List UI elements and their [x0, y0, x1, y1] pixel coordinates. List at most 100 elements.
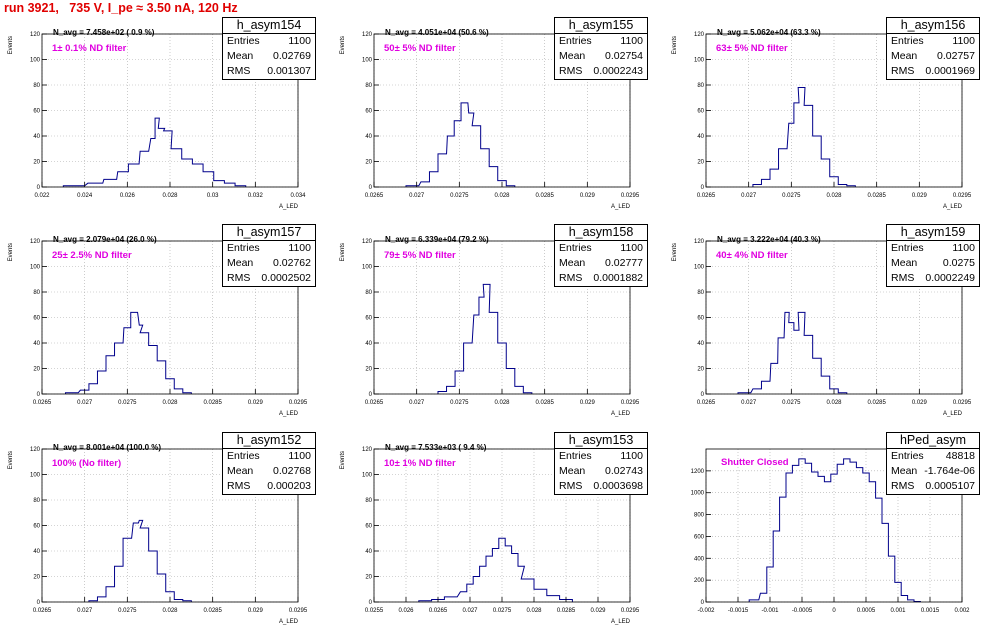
x-tick-label: 0.0015 [921, 608, 940, 614]
x-tick-label: 0.0265 [697, 193, 716, 199]
stats-row-mean: Mean 0.02762 [223, 256, 315, 271]
stats-key: RMS [559, 65, 583, 77]
x-tick-label: 0.027 [741, 400, 757, 406]
stats-value: 1100 [620, 35, 643, 47]
y-tick-label: 80 [365, 498, 372, 504]
x-tick-label: -0.001 [761, 608, 779, 614]
stats-row-entries: Entries 48818 [887, 449, 979, 464]
x-tick-label: 0.027 [77, 400, 93, 406]
stats-key: Entries [891, 242, 924, 254]
histogram-series [418, 537, 573, 602]
x-tick-label: 0.028 [526, 608, 542, 614]
x-tick-label: 0.0295 [621, 608, 640, 614]
x-axis-label: A_LED [279, 411, 299, 417]
x-tick-label: 0.0275 [118, 400, 137, 406]
stats-row-rms: RMS 0.0002243 [555, 64, 647, 79]
y-tick-label: 80 [697, 290, 704, 296]
stats-value: 0.000203 [267, 480, 311, 492]
x-tick-label: 0.028 [494, 400, 510, 406]
n-avg-label: N_avg = 7.458e+02 ( 0.9 %) [53, 28, 155, 37]
filter-label: 50± 5% ND filter [384, 43, 456, 54]
histogram-plot: 0.022 0.024 0.026 0.028 0.03 0.032 0.034 0 20 40 6… [8, 32, 306, 210]
stats-row-entries: Entries 1100 [223, 449, 315, 464]
x-tick-label: 0.028 [162, 608, 178, 614]
y-tick-label: 400 [694, 556, 705, 562]
y-tick-label: 0 [701, 185, 705, 191]
stats-row-mean: Mean 0.02777 [555, 256, 647, 271]
y-tick-label: 60 [33, 524, 40, 530]
stats-value: 1100 [288, 35, 311, 47]
y-tick-label: 0 [37, 600, 41, 606]
panel-h-asym156: 0.0265 0.027 0.0275 0.028 0.0285 0.029 0.0295 0… [664, 12, 996, 219]
x-tick-label: 0.026 [398, 608, 414, 614]
y-tick-label: 20 [697, 160, 704, 166]
x-tick-label: 0 [832, 608, 836, 614]
histogram-series [748, 458, 921, 602]
y-tick-label: 80 [33, 83, 40, 89]
page-title: run 3921, 735 V, I_pe ≈ 3.50 nA, 120 Hz [4, 1, 238, 15]
x-tick-label: 0.028 [162, 193, 178, 199]
y-axis-label: Events [340, 243, 346, 261]
stats-key: Entries [227, 450, 260, 462]
panel-h-asym153: 0.0255 0.026 0.0265 0.027 0.0275 0.028 0.0285 0… [332, 427, 664, 634]
stats-value: 0.0002243 [593, 65, 643, 77]
y-tick-label: 60 [33, 109, 40, 115]
y-tick-label: 120 [362, 239, 373, 245]
x-tick-label: -0.002 [697, 608, 715, 614]
stats-box: h_asym159 Entries 1100 Mean 0.0275 RMS 0.00022… [886, 224, 980, 287]
x-tick-label: 0.0295 [953, 193, 972, 199]
stats-key: Mean [227, 465, 254, 477]
stats-value: 0.0275 [942, 257, 975, 269]
y-tick-label: 20 [365, 367, 372, 373]
x-tick-label: 0.002 [954, 608, 970, 614]
stats-box: h_asym152 Entries 1100 Mean 0.02768 RMS 0.0002… [222, 432, 316, 495]
stats-key: Mean [891, 257, 918, 269]
x-tick-label: 0.027 [77, 608, 93, 614]
stats-key: Entries [559, 242, 592, 254]
stats-row-mean: Mean 0.02757 [887, 49, 979, 64]
y-tick-label: 200 [694, 578, 705, 584]
x-tick-label: 0.0265 [365, 193, 384, 199]
stats-key: RMS [227, 480, 251, 492]
filter-label: 10± 1% ND filter [384, 458, 456, 469]
y-tick-label: 20 [697, 367, 704, 373]
stats-row-rms: RMS 0.0005107 [887, 479, 979, 494]
stats-value: 1100 [952, 242, 975, 254]
x-tick-label: 0.0275 [450, 400, 469, 406]
x-tick-label: -0.0015 [728, 608, 749, 614]
x-tick-label: 0.029 [590, 608, 606, 614]
stats-key: Entries [227, 35, 260, 47]
stats-row-mean: Mean 0.02743 [555, 464, 647, 479]
stats-box-title: h_asym154 [223, 18, 315, 34]
stats-value: 0.02777 [605, 257, 643, 269]
x-tick-label: 0.027 [741, 193, 757, 199]
y-tick-label: 800 [694, 513, 705, 519]
stats-row-mean: Mean 0.02769 [223, 49, 315, 64]
stats-box: h_asym158 Entries 1100 Mean 0.02777 RMS 0.0001… [554, 224, 648, 287]
stats-key: Entries [559, 35, 592, 47]
n-avg-label: N_avg = 7.533e+03 ( 9.4 %) [385, 443, 487, 452]
y-tick-label: 40 [33, 549, 40, 555]
y-tick-label: 120 [30, 239, 41, 245]
x-tick-label: 0.029 [248, 400, 264, 406]
stats-box-title: h_asym156 [887, 18, 979, 34]
stats-value: 1100 [288, 450, 311, 462]
n-avg-label: N_avg = 8.001e+04 (100.0 %) [53, 443, 162, 452]
y-tick-label: 120 [362, 447, 373, 453]
stats-key: RMS [559, 480, 583, 492]
filter-label: 100% (No filter) [52, 458, 122, 469]
y-tick-label: 120 [30, 32, 41, 38]
y-tick-label: 100 [362, 473, 373, 479]
stats-row-rms: RMS 0.0002249 [887, 271, 979, 286]
y-tick-label: 0 [369, 600, 373, 606]
stats-row-mean: Mean 0.02754 [555, 49, 647, 64]
y-tick-label: 100 [30, 58, 41, 64]
stats-box: hPed_asym Entries 48818 Mean -1.764e-06 RMS 0.… [886, 432, 980, 495]
x-tick-label: 0.0285 [535, 400, 554, 406]
stats-box-title: h_asym153 [555, 433, 647, 449]
n-avg-label: N_avg = 4.051e+04 (50.6 %) [385, 28, 489, 37]
stats-value: 0.0002502 [261, 272, 311, 284]
x-tick-label: 0.001 [890, 608, 906, 614]
y-tick-label: 80 [365, 83, 372, 89]
stats-value: 0.0003698 [593, 480, 643, 492]
